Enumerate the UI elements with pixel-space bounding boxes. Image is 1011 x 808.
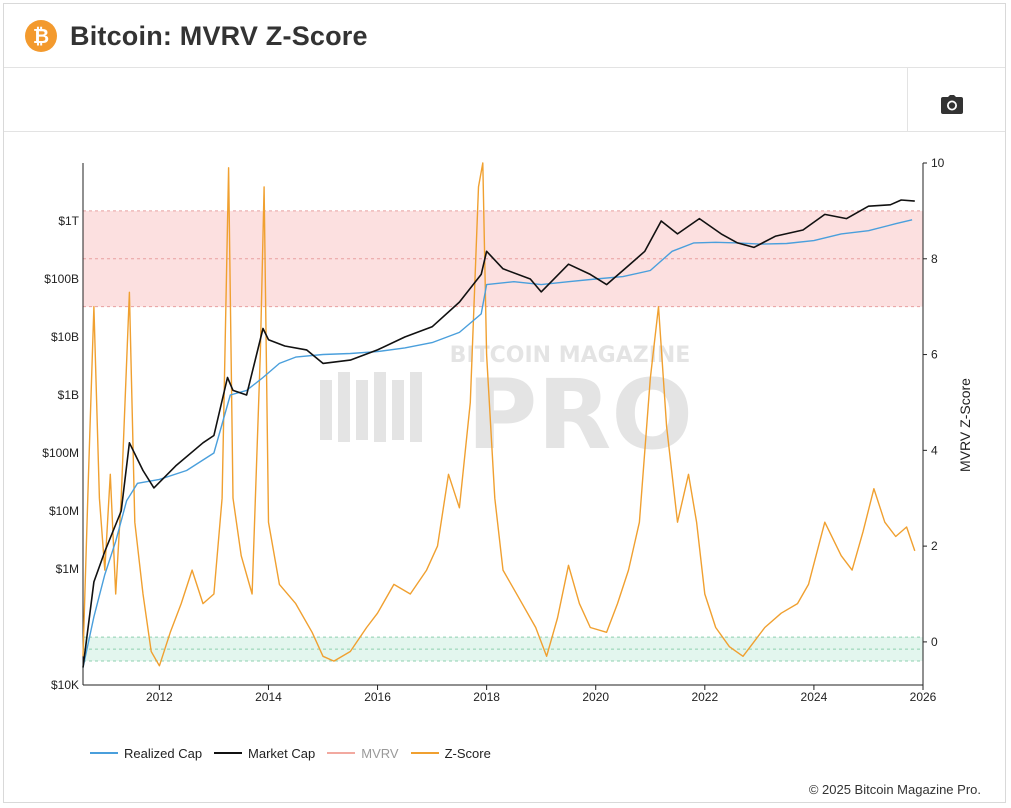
legend-item-realized-cap[interactable]: Realized Cap: [90, 746, 202, 761]
x-tick-label: 2020: [582, 690, 609, 704]
chart-card: ₿ Bitcoin: MVRV Z-Score: [3, 3, 1006, 803]
screenshot-button[interactable]: [940, 94, 964, 116]
bitcoin-symbol: ₿: [33, 24, 49, 48]
right-axis-title: MVRV Z-Score: [957, 378, 973, 472]
bitcoin-icon: ₿: [25, 20, 57, 52]
left-tick-label: $10M: [49, 504, 79, 518]
legend-label: MVRV: [361, 745, 399, 761]
left-tick-label: $100M: [42, 446, 79, 460]
series-layer: [82, 162, 916, 668]
axes-layer: 2012 2014 2016 2018 2020 2022 2024 2026 $10K $1M $…: [42, 156, 944, 704]
watermark: BITCOIN MAGAZINE PRO: [320, 343, 693, 471]
watermark-line2: PRO: [467, 359, 693, 471]
left-tick-label: $100B: [44, 272, 79, 286]
left-tick-label: $1T: [58, 214, 79, 228]
right-tick-label: 0: [931, 635, 938, 649]
legend-item-mvrv[interactable]: MVRV: [327, 745, 399, 761]
x-tick-label: 2018: [473, 690, 500, 704]
series-line-z-score: [82, 162, 916, 667]
x-tick-label: 2022: [691, 690, 718, 704]
legend-swatch-mvrv: [327, 752, 356, 754]
copyright-text: © 2025 Bitcoin Magazine Pro.: [808, 782, 981, 797]
right-tick-label: 6: [931, 348, 938, 362]
chart-header: ₿ Bitcoin: MVRV Z-Score: [4, 4, 1005, 68]
right-tick-label: 2: [931, 539, 938, 553]
toolbar-divider: [907, 68, 908, 131]
series-line-realized-cap: [82, 219, 913, 668]
legend-swatch-realized-cap: [90, 752, 118, 754]
left-tick-label: $1M: [56, 562, 79, 576]
left-tick-label: $10B: [51, 330, 79, 344]
legend-item-z-score[interactable]: Z-Score: [410, 745, 491, 761]
legend-item-market-cap[interactable]: Market Cap: [214, 746, 315, 761]
series-line-market-cap: [82, 199, 915, 668]
watermark-line1: BITCOIN MAGAZINE: [450, 343, 691, 368]
camera-icon: [941, 95, 963, 114]
left-tick-label: $1B: [58, 388, 79, 402]
legend-label: Market Cap: [248, 745, 316, 761]
legend-swatch-z-score: [410, 752, 439, 754]
legend-label: Realized Cap: [124, 745, 203, 761]
chart-legend: Realized Cap Market Cap MVRV Z-Score: [90, 744, 491, 762]
right-tick-label: 10: [931, 156, 945, 170]
x-tick-label: 2024: [801, 690, 828, 704]
right-tick-label: 4: [931, 443, 938, 457]
zones-layer: [83, 210, 923, 662]
page-title: Bitcoin: MVRV Z-Score: [70, 21, 368, 51]
x-tick-label: 2026: [910, 690, 937, 704]
legend-label: Z-Score: [444, 745, 491, 761]
x-tick-label: 2014: [255, 690, 282, 704]
watermark-bars-icon: [320, 372, 422, 442]
x-tick-label: 2016: [364, 690, 391, 704]
chart-toolbar: [4, 68, 1005, 132]
legend-swatch-market-cap: [214, 752, 243, 754]
right-tick-label: 8: [931, 252, 938, 266]
left-tick-label: $10K: [51, 678, 79, 692]
x-tick-label: 2012: [146, 690, 173, 704]
